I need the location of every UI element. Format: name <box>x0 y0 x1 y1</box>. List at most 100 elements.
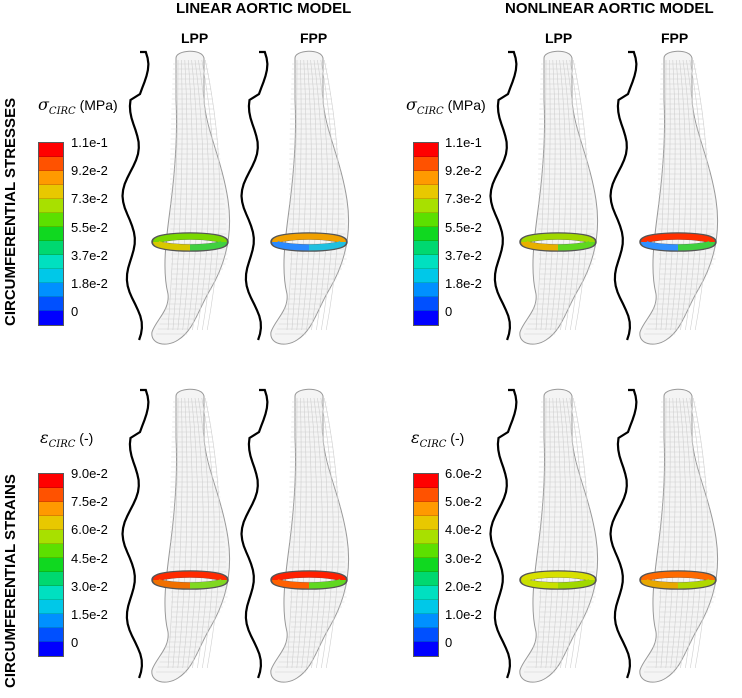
colorbar-tick-label: 4.5e-2 <box>71 550 108 566</box>
colorbar-swatch <box>39 241 63 255</box>
colorbar-swatch <box>39 586 63 600</box>
boundary-line <box>489 388 518 679</box>
colorbar-swatch <box>414 297 438 311</box>
colorbar-tick-label: 9.0e-2 <box>71 466 108 481</box>
ring-front-right-segment <box>557 578 595 589</box>
aorta-model-stress-linear-fpp <box>240 50 350 345</box>
subheader-nonlinear-fpp: FPP <box>661 30 689 46</box>
colorbar-swatch <box>414 241 438 255</box>
colorbar-tick-label: 9.2e-2 <box>445 163 482 179</box>
colorbar-swatch <box>39 311 63 325</box>
colorbar-swatch <box>414 614 438 628</box>
legend-title-stress-linear: σCIRC (MPa) <box>38 95 118 117</box>
colorbar-swatch <box>414 269 438 283</box>
colorbar-swatch <box>39 628 63 642</box>
colorbar-swatch <box>414 199 438 213</box>
aorta-mesh <box>644 397 716 673</box>
colorbar-swatch <box>39 143 63 157</box>
aorta-mesh <box>275 59 347 335</box>
header-linear-aortic-model: LINEAR AORTIC MODEL <box>176 0 352 17</box>
colorbar-swatch <box>414 628 438 642</box>
colorbar-tick-label: 1.0e-2 <box>445 607 482 622</box>
colorbar-swatch <box>414 255 438 269</box>
colorbar-strain-linear <box>38 473 64 657</box>
colorbar-swatch <box>414 185 438 199</box>
row-label-stresses: CIRCUMFERENTIAL STRESSES <box>2 97 19 326</box>
legend-title-strain-linear: εCIRC (-) <box>40 428 93 450</box>
colorbar-swatch <box>414 558 438 572</box>
aorta-mesh <box>644 59 716 335</box>
aorta-model-strain-nonlinear-lpp <box>489 388 599 683</box>
colorbar-swatch <box>39 488 63 502</box>
colorbar-swatch <box>414 213 438 227</box>
ring-front-left-segment <box>521 578 559 589</box>
ring-front-right-segment <box>308 578 346 589</box>
colorbar-tick-label: 2.0e-2 <box>445 578 482 594</box>
colorbar-strain-nonlinear <box>413 473 439 657</box>
sigma-symbol: σ <box>406 95 417 114</box>
colorbar-tick-label: 5.0e-2 <box>445 494 482 510</box>
ring-back-segment <box>641 571 715 582</box>
colorbar-swatch <box>39 227 63 241</box>
colorbar-swatch <box>39 255 63 269</box>
colorbar-swatch <box>39 269 63 283</box>
colorbar-swatch <box>39 502 63 516</box>
ring-front-right-segment <box>308 240 346 251</box>
colorbar-swatch <box>414 516 438 530</box>
colorbar-tick-label: 1.1e-1 <box>445 135 482 150</box>
boundary-line <box>609 388 638 679</box>
legend-unit: (MPa) <box>79 97 118 113</box>
legend-unit: (MPa) <box>447 97 486 113</box>
colorbar-tick-label: 3.7e-2 <box>71 247 108 263</box>
row-label-strains: CIRCUMFERENTIAL STRAINS <box>2 474 19 688</box>
colorbar-swatch <box>39 572 63 586</box>
colorbar-tick-label: 1.8e-2 <box>71 276 108 291</box>
ring-front-right-segment <box>677 240 715 251</box>
boundary-line <box>240 388 269 679</box>
colorbar-tick-label: 6.0e-2 <box>445 466 482 481</box>
ring-back-segment <box>521 233 595 244</box>
colorbar-swatch <box>414 157 438 171</box>
colorbar-swatch <box>39 283 63 297</box>
aorta-model-stress-nonlinear-lpp <box>489 50 599 345</box>
boundary-line <box>240 50 269 341</box>
colorbar-swatch <box>39 474 63 488</box>
aorta-model-strain-linear-lpp <box>121 388 231 683</box>
aorta-model-stress-linear-lpp <box>121 50 231 345</box>
ring-front-left-segment <box>272 240 310 251</box>
subheader-nonlinear-lpp: LPP <box>545 30 573 46</box>
colorbar-stress-linear <box>38 142 64 326</box>
colorbar-swatch <box>39 185 63 199</box>
colorbar-swatch <box>39 600 63 614</box>
colorbar-swatch <box>414 283 438 297</box>
subheader-linear-lpp: LPP <box>181 30 209 46</box>
colorbar-tick-label: 1.1e-1 <box>71 135 108 150</box>
epsilon-symbol: ε <box>411 428 420 447</box>
aorta-mesh <box>524 59 596 335</box>
ring-front-left-segment <box>153 578 191 589</box>
legend-subscript: CIRC <box>416 105 444 117</box>
colorbar-tick-label: 9.2e-2 <box>71 163 108 179</box>
legend-subscript: CIRC <box>419 438 447 450</box>
colorbar-tick-label: 4.0e-2 <box>445 522 482 538</box>
ring-front-right-segment <box>557 240 595 251</box>
legend-title-strain-nonlinear: εCIRC (-) <box>411 428 464 450</box>
colorbar-tick-label: 5.5e-2 <box>445 219 482 235</box>
colorbar-swatch <box>414 311 438 325</box>
legend-unit: (-) <box>450 430 465 446</box>
colorbar-tick-label: 3.7e-2 <box>445 247 482 263</box>
colorbar-stress-nonlinear <box>413 142 439 326</box>
colorbar-tick-label: 3.0e-2 <box>445 550 482 566</box>
ring-front-right-segment <box>677 578 715 589</box>
boundary-line <box>121 50 150 341</box>
colorbar-swatch <box>414 143 438 157</box>
colorbar-swatch <box>414 502 438 516</box>
colorbar-swatch <box>414 530 438 544</box>
ring-front-left-segment <box>521 240 559 251</box>
colorbar-tick-label: 3.0e-2 <box>71 578 108 594</box>
colorbar-tick-label: 7.3e-2 <box>445 191 482 207</box>
sigma-symbol: σ <box>38 95 49 114</box>
ring-front-left-segment <box>641 578 679 589</box>
legend-title-stress-nonlinear: σCIRC (MPa) <box>406 95 486 117</box>
subheader-linear-fpp: FPP <box>300 30 328 46</box>
